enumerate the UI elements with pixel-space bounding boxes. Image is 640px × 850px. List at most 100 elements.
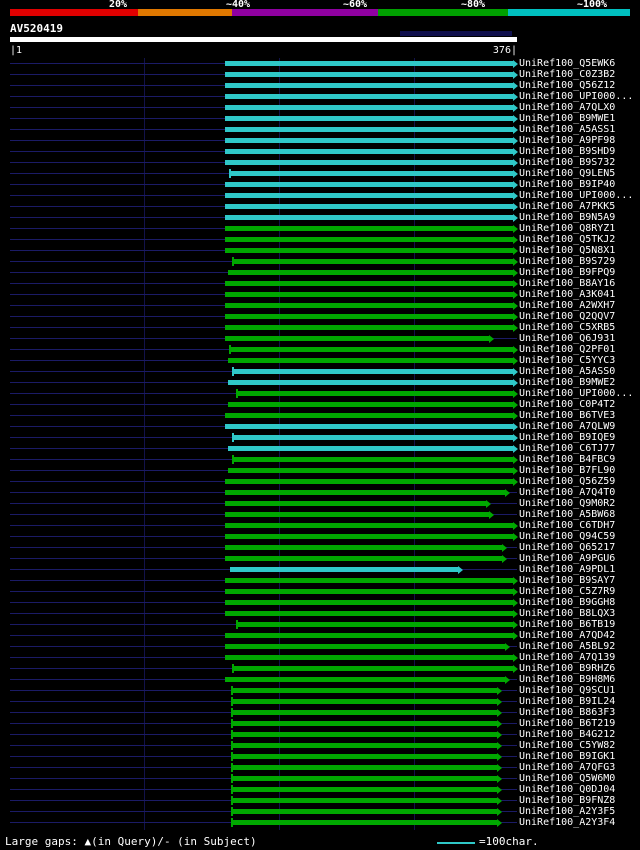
- alignment-label[interactable]: UniRef100_Q8RYZ1: [519, 223, 616, 234]
- alignment-bar[interactable]: [231, 710, 497, 715]
- alignment-bar[interactable]: [224, 490, 505, 495]
- alignment-bar[interactable]: [224, 512, 489, 517]
- alignment-bar[interactable]: [224, 292, 513, 297]
- alignment-bar[interactable]: [224, 149, 513, 154]
- alignment-bar[interactable]: [224, 105, 513, 110]
- alignment-bar[interactable]: [227, 358, 513, 363]
- alignment-bar[interactable]: [237, 391, 513, 396]
- alignment-bar[interactable]: [224, 644, 505, 649]
- alignment-bar[interactable]: [231, 688, 497, 693]
- alignment-bar[interactable]: [224, 127, 513, 132]
- alignment-bar[interactable]: [224, 226, 513, 231]
- alignment-label[interactable]: UniRef100_C0Z3B2: [519, 69, 616, 80]
- alignment-bar[interactable]: [231, 787, 497, 792]
- alignment-label[interactable]: UniRef100_B9IQE9: [519, 432, 616, 443]
- alignment-label[interactable]: UniRef100_Q56Z59: [519, 476, 616, 487]
- alignment-label[interactable]: UniRef100_UPI000...: [519, 190, 634, 201]
- alignment-label[interactable]: UniRef100_Q5EWK6: [519, 58, 616, 69]
- alignment-bar[interactable]: [224, 138, 513, 143]
- alignment-bar[interactable]: [231, 721, 497, 726]
- alignment-label[interactable]: UniRef100_A7QLW9: [519, 421, 616, 432]
- alignment-label[interactable]: UniRef100_B9MWE1: [519, 113, 616, 124]
- alignment-bar[interactable]: [227, 270, 513, 275]
- alignment-label[interactable]: UniRef100_B9FPQ9: [519, 267, 616, 278]
- alignment-bar[interactable]: [224, 501, 486, 506]
- alignment-bar[interactable]: [224, 204, 513, 209]
- alignment-label[interactable]: UniRef100_Q5TKJ2: [519, 234, 616, 245]
- alignment-label[interactable]: UniRef100_Q94C59: [519, 531, 616, 542]
- alignment-bar[interactable]: [230, 171, 513, 176]
- alignment-bar[interactable]: [224, 413, 513, 418]
- alignment-label[interactable]: UniRef100_A5BL92: [519, 641, 616, 652]
- alignment-bar[interactable]: [224, 182, 513, 187]
- alignment-label[interactable]: UniRef100_B9S729: [519, 256, 616, 267]
- alignment-bar[interactable]: [224, 325, 513, 330]
- alignment-label[interactable]: UniRef100_C5Z7R9: [519, 586, 616, 597]
- alignment-label[interactable]: UniRef100_B863F3: [519, 707, 616, 718]
- alignment-label[interactable]: UniRef100_A9PF98: [519, 135, 616, 146]
- alignment-bar[interactable]: [224, 479, 513, 484]
- alignment-bar[interactable]: [224, 633, 513, 638]
- alignment-bar[interactable]: [230, 567, 458, 572]
- alignment-bar[interactable]: [231, 732, 497, 737]
- alignment-label[interactable]: UniRef100_B6TVE3: [519, 410, 616, 421]
- alignment-label[interactable]: UniRef100_A9PGU6: [519, 553, 616, 564]
- alignment-bar[interactable]: [231, 754, 497, 759]
- alignment-label[interactable]: UniRef100_Q6J931: [519, 333, 616, 344]
- alignment-label[interactable]: UniRef100_B9IGK1: [519, 751, 616, 762]
- alignment-label[interactable]: UniRef100_C5XRB5: [519, 322, 616, 333]
- alignment-bar[interactable]: [237, 622, 513, 627]
- alignment-bar[interactable]: [230, 347, 513, 352]
- alignment-label[interactable]: UniRef100_A7QLX0: [519, 102, 616, 113]
- alignment-label[interactable]: UniRef100_C6TJ77: [519, 443, 616, 454]
- alignment-bar[interactable]: [224, 655, 513, 660]
- alignment-label[interactable]: UniRef100_A3K041: [519, 289, 616, 300]
- alignment-bar[interactable]: [231, 699, 497, 704]
- alignment-bar[interactable]: [231, 798, 497, 803]
- alignment-label[interactable]: UniRef100_A5ASS0: [519, 366, 616, 377]
- alignment-bar[interactable]: [224, 160, 513, 165]
- alignment-label[interactable]: UniRef100_UPI000...: [519, 91, 634, 102]
- alignment-label[interactable]: UniRef100_Q9SCU1: [519, 685, 616, 696]
- alignment-label[interactable]: UniRef100_B9MWE2: [519, 377, 616, 388]
- alignment-label[interactable]: UniRef100_Q5N8X1: [519, 245, 616, 256]
- alignment-bar[interactable]: [224, 193, 513, 198]
- alignment-bar[interactable]: [233, 457, 513, 462]
- alignment-bar[interactable]: [231, 743, 497, 748]
- alignment-bar[interactable]: [224, 600, 513, 605]
- alignment-label[interactable]: UniRef100_Q0DJ04: [519, 784, 616, 795]
- alignment-label[interactable]: UniRef100_A2Y3F5: [519, 806, 616, 817]
- alignment-bar[interactable]: [227, 402, 513, 407]
- alignment-label[interactable]: UniRef100_UPI000...: [519, 388, 634, 399]
- alignment-bar[interactable]: [224, 336, 489, 341]
- alignment-label[interactable]: UniRef100_A2Y3F4: [519, 817, 616, 828]
- alignment-bar[interactable]: [231, 765, 497, 770]
- alignment-bar[interactable]: [224, 237, 513, 242]
- alignment-label[interactable]: UniRef100_B9IP40: [519, 179, 616, 190]
- alignment-label[interactable]: UniRef100_Q56Z12: [519, 80, 616, 91]
- alignment-bar[interactable]: [224, 611, 513, 616]
- alignment-label[interactable]: UniRef100_B9IL24: [519, 696, 616, 707]
- alignment-label[interactable]: UniRef100_Q65217: [519, 542, 616, 553]
- alignment-label[interactable]: UniRef100_B9SHD9: [519, 146, 616, 157]
- alignment-label[interactable]: UniRef100_B9GGH8: [519, 597, 616, 608]
- alignment-label[interactable]: UniRef100_B9N5A9: [519, 212, 616, 223]
- alignment-bar[interactable]: [224, 545, 503, 550]
- alignment-bar[interactable]: [224, 677, 505, 682]
- alignment-label[interactable]: UniRef100_B9H8M6: [519, 674, 616, 685]
- alignment-label[interactable]: UniRef100_B9RHZ6: [519, 663, 616, 674]
- alignment-label[interactable]: UniRef100_C5YYC3: [519, 355, 616, 366]
- alignment-bar[interactable]: [233, 666, 513, 671]
- alignment-label[interactable]: UniRef100_A7QD42: [519, 630, 616, 641]
- alignment-label[interactable]: UniRef100_C6TDH7: [519, 520, 616, 531]
- alignment-bar[interactable]: [224, 72, 513, 77]
- alignment-label[interactable]: UniRef100_Q5W6M0: [519, 773, 616, 784]
- alignment-label[interactable]: UniRef100_B8AY16: [519, 278, 616, 289]
- alignment-bar[interactable]: [224, 534, 513, 539]
- alignment-label[interactable]: UniRef100_Q9M0R2: [519, 498, 616, 509]
- alignment-bar[interactable]: [233, 369, 513, 374]
- alignment-bar[interactable]: [224, 424, 513, 429]
- alignment-label[interactable]: UniRef100_A7Q139: [519, 652, 616, 663]
- alignment-bar[interactable]: [224, 281, 513, 286]
- alignment-bar[interactable]: [231, 809, 497, 814]
